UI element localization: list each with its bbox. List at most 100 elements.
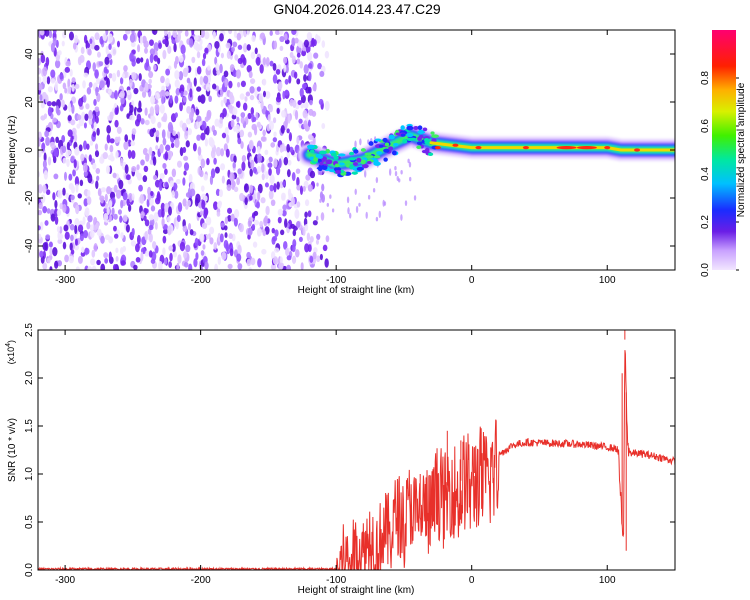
noise-blob: [256, 146, 261, 154]
noise-blob: [252, 241, 258, 248]
noise-blob: [273, 131, 277, 138]
noise-blob: [257, 191, 261, 201]
noise-blob: [261, 173, 265, 181]
noise-blob: [226, 50, 231, 59]
noise-blob: [284, 89, 289, 96]
noise-blob: [277, 208, 283, 216]
noise-blob: [257, 183, 263, 194]
chart-title: GN04.2026.014.23.47.C29: [273, 1, 441, 17]
noise-blob: [236, 100, 241, 109]
noise-blob: [87, 189, 91, 198]
noise-blob: [233, 217, 238, 227]
noise-blob: [104, 258, 109, 264]
noise-blob: [75, 266, 80, 270]
noise-blob: [93, 224, 97, 234]
noise-blob: [255, 111, 259, 121]
noise-blob: [281, 210, 287, 217]
noise-blob: [96, 259, 101, 266]
noise-blob: [122, 245, 127, 252]
noise-blob: [105, 30, 109, 36]
noise-blob: [182, 225, 188, 233]
noise-blob: [229, 172, 235, 182]
noise-blob: [71, 83, 75, 92]
noise-blob: [54, 260, 59, 269]
noise-blob: [169, 124, 174, 134]
noise-blob: [254, 87, 258, 98]
noise-blob: [55, 105, 60, 115]
noise-blob: [278, 158, 282, 169]
noise-blob: [174, 70, 180, 80]
noise-blob: [118, 179, 124, 190]
noise-blob: [162, 49, 167, 60]
noise-blob: [298, 236, 303, 243]
noise-blob: [246, 251, 251, 259]
noise-blob: [43, 152, 47, 163]
colorbar-tick-label: 0.0: [700, 263, 711, 277]
noise-blob: [67, 78, 71, 88]
noise-blob: [227, 263, 233, 270]
noise-blob: [205, 216, 212, 226]
snr-y-tick-label: 2.5: [24, 323, 35, 337]
noise-blob: [144, 208, 149, 214]
noise-blob: [312, 220, 318, 226]
noise-blob: [159, 172, 165, 180]
noise-blob: [122, 33, 128, 41]
noise-blob: [83, 198, 88, 207]
noise-blob: [189, 182, 196, 192]
noise-blob: [102, 151, 108, 160]
noise-blob: [297, 99, 302, 106]
noise-blob: [309, 99, 313, 106]
noise-blob: [120, 96, 125, 105]
noise-blob: [299, 61, 304, 69]
noise-blob: [304, 243, 310, 253]
noise-blob: [64, 87, 68, 94]
noise-blob: [59, 93, 63, 101]
noise-blob: [164, 151, 169, 161]
noise-blob: [313, 39, 317, 47]
noise-blob: [116, 40, 120, 48]
noise-blob: [107, 154, 112, 161]
noise-blob: [131, 193, 135, 201]
signal-peak: [475, 146, 482, 150]
noise-blob: [159, 143, 164, 154]
noise-blob: [270, 263, 277, 270]
noise-blob: [71, 104, 75, 114]
signal-peak: [634, 148, 641, 152]
noise-blob: [38, 57, 41, 66]
noise-blob: [204, 138, 209, 147]
noise-blob: [301, 83, 307, 90]
noise-blob: [283, 156, 289, 166]
noise-blob: [223, 70, 229, 78]
noise-blob: [129, 33, 136, 43]
snr-x-label: Height of straight line (km): [298, 585, 415, 596]
noise-blob: [172, 243, 176, 253]
noise-blob: [322, 244, 328, 252]
noise-blob: [139, 193, 145, 204]
noise-blob: [265, 109, 269, 118]
noise-blob: [197, 146, 202, 156]
noise-blob: [180, 90, 184, 98]
noise-blob: [166, 216, 171, 223]
noise-blob: [106, 186, 112, 195]
noise-blob: [65, 192, 69, 199]
noise-blob: [127, 149, 132, 159]
noise-blob: [68, 173, 73, 181]
noise-blob: [82, 94, 87, 103]
spectrogram-signal: [298, 123, 675, 178]
noise-blob: [103, 213, 109, 222]
noise-blob: [140, 118, 145, 125]
noise-blob: [204, 47, 209, 54]
noise-blob: [247, 219, 252, 228]
noise-blob: [228, 233, 234, 240]
noise-blob: [182, 67, 189, 78]
colorbar-tick-label: 0.8: [700, 71, 711, 85]
noise-blob: [288, 132, 293, 142]
spectrogram-x-label: Height of straight line (km): [298, 285, 415, 296]
noise-blob: [325, 235, 330, 243]
noise-blob: [157, 121, 162, 129]
noise-blob: [220, 148, 225, 157]
noise-blob: [321, 123, 326, 129]
noise-blob: [79, 179, 84, 187]
noise-blob: [112, 172, 117, 179]
noise-blob: [181, 122, 187, 132]
